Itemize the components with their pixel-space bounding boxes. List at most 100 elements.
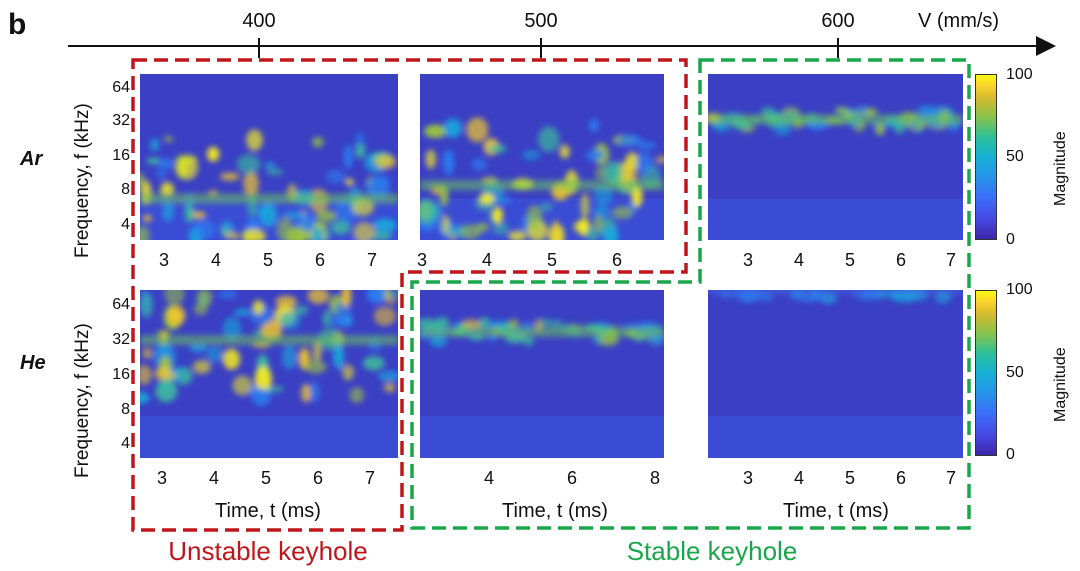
- heatmap-cell: [254, 366, 272, 392]
- heatmap-cell: [218, 290, 238, 299]
- x-tick-label: 4: [793, 250, 805, 270]
- heatmap-cell: [585, 227, 600, 240]
- gas-label-he: He: [20, 352, 46, 374]
- spectrogram-ar-500: [420, 74, 664, 240]
- colorbar-tick-label: 0: [1006, 231, 1015, 248]
- heatmap-cell: [420, 198, 438, 225]
- heatmap-cell: [631, 185, 643, 208]
- heatmap-cell: [242, 229, 266, 240]
- heatmap-cell: [140, 364, 152, 385]
- spectrogram-canvas: [420, 290, 664, 458]
- heatmap-cell: [276, 217, 294, 240]
- x-tick-label: 5: [844, 468, 856, 488]
- heatmap-cell: [140, 392, 150, 404]
- heatmap-cell: [176, 156, 199, 180]
- velocity-axis-label: V (mm/s): [918, 10, 1000, 32]
- heatmap-cell: [236, 154, 261, 175]
- heatmap-cell: [207, 146, 220, 162]
- heatmap-cell: [427, 127, 437, 135]
- heatmap-dominant-band: [420, 327, 664, 337]
- y-tick-label: 32: [112, 331, 130, 348]
- heatmap-cell: [611, 206, 634, 219]
- heatmap-cell: [593, 204, 610, 219]
- heatmap-cells: [420, 117, 664, 240]
- heatmap-dominant-band: [420, 180, 664, 191]
- heatmap-cell: [539, 202, 553, 212]
- x-tick-label: 5: [844, 250, 856, 270]
- heatmap-cell: [333, 343, 345, 370]
- heatmap-cell: [420, 318, 437, 328]
- x-tick-label: 7: [945, 250, 957, 270]
- heatmap-cell: [310, 222, 329, 230]
- colorbar-he: [975, 290, 997, 456]
- heatmap-cell: [636, 151, 653, 174]
- heatmap-cell: [255, 206, 271, 217]
- heatmap-cell: [522, 150, 541, 160]
- x-tick-label: 3: [158, 250, 170, 270]
- heatmap-cell: [325, 169, 346, 184]
- y-tick-label: 16: [112, 366, 130, 383]
- x-tick-label: 6: [566, 468, 578, 488]
- heatmap-cell: [167, 305, 186, 326]
- x-tick-label: 4: [481, 250, 493, 270]
- x-axis-label: Time, t (ms): [215, 500, 321, 522]
- heatmap-cell: [224, 232, 241, 240]
- heatmap-cell: [479, 193, 495, 205]
- heatmap-cell: [246, 129, 263, 151]
- x-tick-label: 3: [416, 250, 428, 270]
- heatmap-cell: [442, 149, 455, 176]
- heatmap-cell: [142, 347, 153, 359]
- heatmap-cell: [196, 290, 213, 308]
- spectrogram-canvas: [140, 74, 398, 240]
- y-tick-label: 8: [121, 181, 130, 198]
- heatmap-cell: [343, 144, 353, 169]
- colorbar-tick-label: 100: [1006, 66, 1033, 83]
- heatmap-cell: [140, 225, 151, 240]
- heatmap-cell: [304, 360, 327, 374]
- x-tick-label: 6: [611, 250, 623, 270]
- heatmap-cell: [309, 381, 321, 403]
- x-tick-label: 7: [364, 468, 376, 488]
- heatmap-cells: [420, 316, 664, 348]
- heatmap-cell: [252, 300, 265, 315]
- heatmap-cell: [312, 340, 322, 363]
- heatmap-dominant-band: [708, 290, 963, 295]
- colorbar-tick-label: 50: [1006, 364, 1024, 381]
- heatmap-cell: [479, 316, 490, 329]
- heatmap-cell: [538, 318, 553, 327]
- heatmap-cell: [233, 309, 252, 316]
- heatmap-cell: [140, 292, 153, 318]
- heatmap-cell: [353, 222, 375, 240]
- unstable-keyhole-label: Unstable keyhole: [168, 536, 368, 566]
- x-tick-label: 5: [262, 250, 274, 270]
- heatmap-cell: [349, 386, 365, 404]
- heatmap-cell: [375, 154, 396, 169]
- heatmap-cell: [164, 290, 185, 306]
- unstable-region-outline: [131, 58, 688, 532]
- heatmap-cell: [311, 136, 324, 148]
- x-tick-label: 6: [895, 250, 907, 270]
- spectrogram-canvas: [708, 74, 963, 240]
- spectrogram-he-600: [708, 290, 963, 458]
- velocity-tick-label: 400: [242, 10, 276, 32]
- heatmap-cell: [192, 219, 216, 240]
- x-tick-label: 3: [156, 468, 168, 488]
- spectrogram-canvas: [420, 74, 664, 240]
- x-tick-label: 6: [895, 468, 907, 488]
- heatmap-cell: [386, 297, 397, 305]
- heatmap-cell: [559, 144, 570, 159]
- heatmap-cell: [155, 169, 167, 179]
- heatmap-cell: [368, 231, 393, 240]
- heatmap-cell: [466, 117, 489, 143]
- heatmap-low-band: [420, 416, 664, 458]
- heatmap-cell: [265, 161, 275, 170]
- heatmap-cell: [551, 219, 560, 240]
- heatmap-cell: [330, 220, 351, 235]
- heatmap-cells: [140, 129, 398, 240]
- heatmap-cell: [875, 122, 886, 136]
- x-tick-label: 7: [366, 250, 378, 270]
- x-tick-label: 6: [314, 250, 326, 270]
- heatmap-cell: [602, 226, 619, 240]
- x-tick-label: 4: [483, 468, 495, 488]
- heatmap-cell: [307, 290, 330, 304]
